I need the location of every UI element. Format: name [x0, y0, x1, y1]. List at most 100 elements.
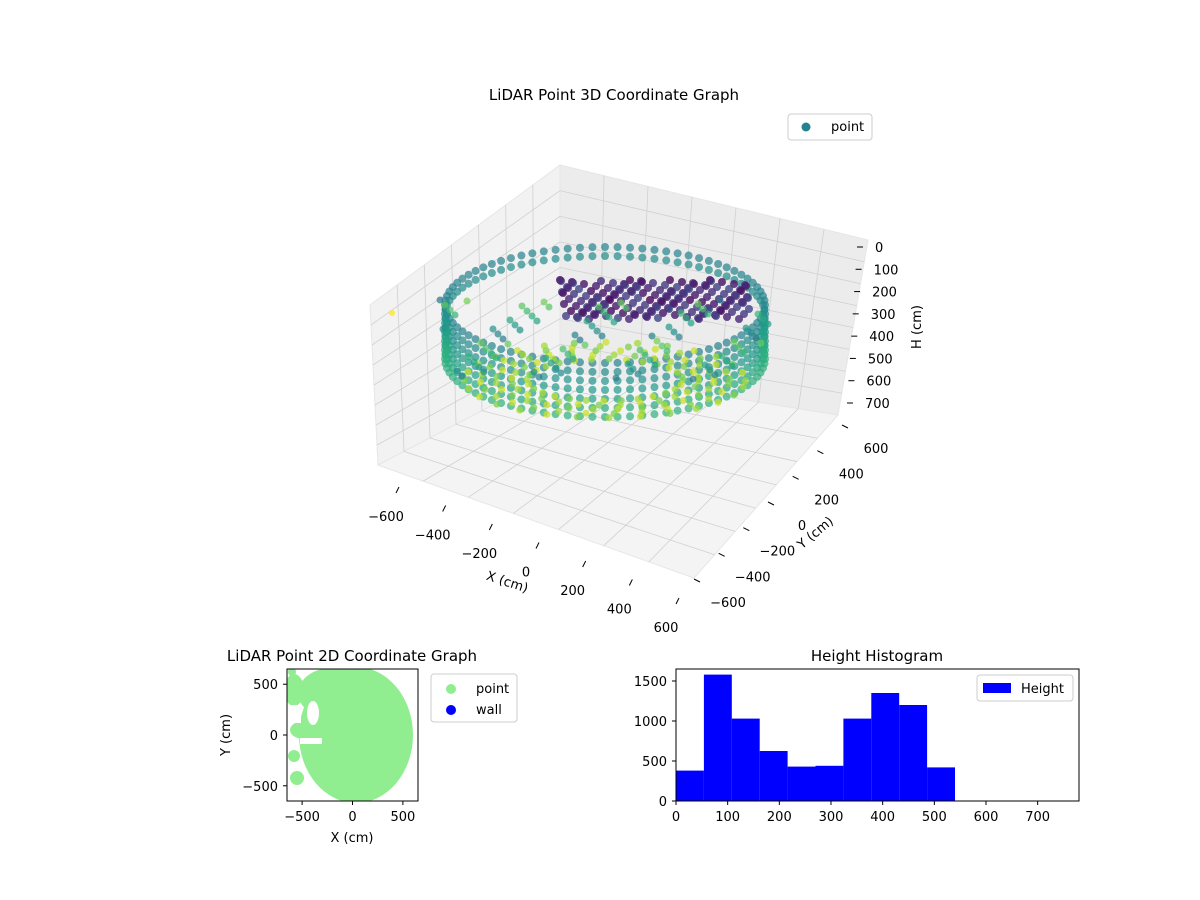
- data-point: [540, 298, 548, 306]
- data-point: [563, 411, 572, 420]
- data-point: [436, 296, 444, 304]
- data-point: [625, 315, 633, 323]
- grid-line-floor-x: [603, 401, 759, 547]
- data-point: [658, 342, 666, 350]
- data-point: [508, 391, 516, 399]
- data-point: [471, 335, 480, 344]
- data-point: [665, 364, 673, 372]
- data-point: [666, 276, 674, 284]
- data-point: [626, 243, 635, 252]
- data-point: [722, 338, 731, 347]
- data-point: [517, 251, 526, 260]
- data-point: [665, 323, 673, 331]
- x-axis-label-2d: X (cm): [331, 831, 374, 846]
- z-tick-label-3d: 0: [875, 241, 883, 256]
- data-point: [704, 345, 713, 354]
- data-point: [486, 363, 494, 371]
- data-point: [516, 326, 524, 334]
- data-point: [728, 308, 736, 316]
- y-tick-label-3d: 200: [814, 493, 839, 508]
- data-point: [606, 296, 614, 304]
- data-point: [688, 308, 696, 316]
- data-point: [723, 313, 731, 321]
- data-point: [517, 260, 526, 269]
- data-point: [705, 395, 713, 403]
- y-tick-label-2d: 500: [253, 678, 278, 693]
- data-point: [654, 314, 662, 322]
- histogram-bars: [676, 674, 955, 801]
- data-point: [442, 318, 451, 327]
- histogram-bar: [759, 751, 788, 801]
- data-point: [639, 289, 647, 297]
- data-point: [564, 284, 572, 292]
- data-point: [530, 385, 538, 393]
- points-2d: [287, 669, 413, 801]
- data-point: [730, 338, 738, 346]
- data-point: [508, 374, 516, 382]
- point-cloud-2d-blob-1: [288, 750, 300, 762]
- data-point: [681, 301, 689, 309]
- data-point: [634, 294, 642, 302]
- data-point: [575, 252, 584, 261]
- data-point: [639, 358, 647, 366]
- data-point: [498, 385, 506, 393]
- data-point: [570, 339, 578, 347]
- y-tick-mark-3d: [767, 501, 775, 506]
- data-point: [685, 285, 693, 293]
- data-point: [547, 359, 555, 367]
- data-point: [581, 341, 589, 349]
- x-tick-mark-3d: [442, 505, 447, 512]
- data-point: [591, 311, 599, 319]
- data-point: [740, 348, 748, 356]
- data-point: [480, 368, 488, 376]
- data-point: [713, 283, 721, 291]
- data-point: [722, 347, 731, 356]
- data-point: [559, 289, 567, 297]
- y-tick-label-2d: −500: [242, 780, 278, 795]
- data-point: [593, 327, 601, 335]
- data-point: [646, 356, 654, 364]
- data-point: [493, 372, 501, 380]
- data-point: [594, 294, 602, 302]
- data-point: [743, 363, 752, 372]
- histogram-bar: [927, 767, 955, 801]
- data-point: [673, 258, 682, 267]
- data-point: [597, 277, 605, 285]
- data-point: [671, 393, 679, 401]
- data-point: [644, 284, 652, 292]
- data-point: [601, 252, 609, 260]
- histogram-bar: [676, 770, 704, 801]
- z-tick-label-3d: 100: [874, 263, 899, 278]
- data-point: [601, 404, 609, 412]
- data-point: [535, 373, 543, 381]
- data-point: [628, 288, 636, 296]
- data-point: [579, 309, 587, 317]
- data-point: [616, 286, 624, 294]
- data-point: [742, 282, 750, 290]
- point-cloud-2d-center: [334, 704, 366, 728]
- grid-line-floor-y: [429, 437, 736, 532]
- data-point: [663, 347, 671, 355]
- data-point: [712, 353, 720, 361]
- y-tick-label-3d: −400: [735, 570, 771, 585]
- data-point: [622, 304, 630, 312]
- histogram-x-tick-label: 600: [974, 810, 999, 825]
- data-point: [572, 302, 580, 310]
- data-point: [743, 336, 752, 345]
- data-point: [442, 336, 451, 345]
- data-point: [519, 351, 527, 359]
- data-point: [471, 275, 480, 284]
- data-point: [545, 303, 553, 311]
- data-point: [666, 409, 674, 417]
- data-point: [557, 277, 565, 285]
- data-point: [451, 311, 459, 319]
- data-point: [530, 368, 538, 376]
- data-point: [643, 313, 651, 321]
- chart-3d: LiDAR Point 3D Coordinate Graph −600 −400…: [368, 86, 925, 636]
- data-point: [613, 358, 622, 367]
- data-point: [538, 395, 546, 403]
- data-point: [636, 306, 644, 314]
- data-point: [690, 347, 698, 355]
- data-point: [759, 315, 767, 323]
- data-point: [577, 297, 585, 305]
